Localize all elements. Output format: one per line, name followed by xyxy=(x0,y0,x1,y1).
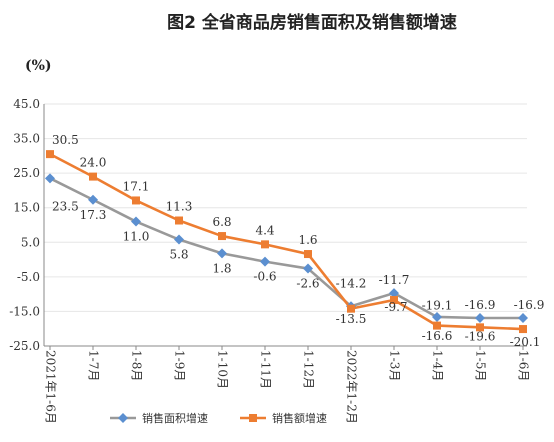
data-label-layer: 23.517.3 11.0 5.8 1.8 -0.6 -2.6 -13.5 -9.7 -16.6… xyxy=(52,133,544,349)
grid-layer xyxy=(44,103,527,312)
x-tick-label: 2022年1-2月 xyxy=(345,350,359,424)
chart-title: 图2 全省商品房销售面积及销售额增速 xyxy=(167,12,457,33)
y-tick-label: 45.0 xyxy=(13,97,40,111)
data-point-square xyxy=(476,323,484,332)
x-tick-label: 1-5月 xyxy=(474,350,488,381)
data-point-diamond xyxy=(432,311,442,322)
data-label-area: -13.5 xyxy=(336,312,367,326)
legend: 销售面积增速 销售额增速 xyxy=(110,411,327,425)
data-point-diamond xyxy=(88,194,98,205)
x-tick-label: 1-7月 xyxy=(87,350,101,381)
data-label-area: -0.6 xyxy=(253,270,276,284)
y-tick-label: 5.0 xyxy=(21,235,40,249)
x-tick-label: 1-8月 xyxy=(130,350,144,381)
data-label-area: 11.0 xyxy=(123,230,150,244)
data-point-square xyxy=(132,196,140,205)
data-point-diamond xyxy=(45,173,55,184)
legend-label-1: 销售面积增速 xyxy=(142,411,208,425)
y-tick-label: -25.0 xyxy=(9,339,40,353)
x-tick-label: 2021年1-6月 xyxy=(44,350,58,424)
data-point-diamond xyxy=(217,248,227,259)
data-point-square xyxy=(89,172,97,181)
legend-marker-square xyxy=(249,414,257,422)
x-tick-label: 1-10月 xyxy=(216,350,230,389)
data-label-sales: 17.1 xyxy=(123,179,150,193)
data-label-area: -16.9 xyxy=(465,298,496,312)
data-label-sales: 6.8 xyxy=(212,215,231,229)
data-point-square xyxy=(261,240,269,249)
data-label-area: -16.9 xyxy=(514,298,545,312)
data-point-diamond xyxy=(518,312,528,323)
x-tick-label: 1-3月 xyxy=(388,350,402,381)
y-tick-label: 25.0 xyxy=(13,166,40,180)
data-point-square xyxy=(46,150,54,159)
data-point-square xyxy=(390,296,398,305)
data-point-square xyxy=(433,321,441,330)
y-tick-label: -5.0 xyxy=(17,270,40,284)
axis-layer: 45.0 35.0 25.0 15.0 5.0 -5.0 -15.0 -25.0 2021年1-… xyxy=(9,97,530,424)
legend-label-2: 销售额增速 xyxy=(272,411,327,425)
y-tick-label: 15.0 xyxy=(13,201,40,215)
data-point-diamond xyxy=(389,288,399,299)
data-point-diamond xyxy=(131,216,141,227)
data-point-diamond xyxy=(303,263,313,274)
data-label-area: -2.6 xyxy=(296,277,319,291)
x-tick-label: 1-11月 xyxy=(259,350,273,389)
series-line-2 xyxy=(49,152,524,331)
data-label-sales: -19.1 xyxy=(422,299,453,313)
data-label-sales: 1.6 xyxy=(298,233,317,247)
data-point-square xyxy=(304,250,312,259)
data-label-sales: 11.3 xyxy=(166,200,193,214)
y-axis-unit-label: (%) xyxy=(25,58,52,74)
data-label-sales: -19.6 xyxy=(465,329,496,343)
y-tick-label: 35.0 xyxy=(13,132,40,146)
data-point-diamond xyxy=(260,256,270,267)
legend-marker-diamond xyxy=(118,413,128,423)
data-label-sales: -11.7 xyxy=(379,273,410,287)
data-label-area: 5.8 xyxy=(169,248,188,262)
data-label-sales: 4.4 xyxy=(255,223,274,237)
data-label-sales: -14.2 xyxy=(336,277,367,291)
data-label-area: 1.8 xyxy=(212,261,231,275)
x-tick-label: 1-6月 xyxy=(517,350,531,381)
data-label-sales: -20.1 xyxy=(510,335,541,349)
data-label-sales: 30.5 xyxy=(52,133,79,147)
data-label-area: 23.5 xyxy=(52,199,79,213)
data-point-square xyxy=(218,232,226,241)
data-label-area: 17.3 xyxy=(80,208,107,222)
series-layer xyxy=(45,150,528,334)
data-point-square xyxy=(347,304,355,313)
data-label-area: -9.7 xyxy=(384,300,407,314)
data-point-square xyxy=(519,325,527,334)
y-tick-label: -15.0 xyxy=(9,304,40,318)
x-tick-label: 1-9月 xyxy=(173,350,187,381)
x-tick-label: 1-12月 xyxy=(302,350,316,389)
x-tick-label: 1-4月 xyxy=(431,350,445,381)
data-point-diamond xyxy=(174,234,184,245)
data-label-sales: 24.0 xyxy=(80,156,107,170)
series-line-1 xyxy=(49,177,523,320)
data-label-area: -16.6 xyxy=(422,329,453,343)
data-point-diamond xyxy=(475,312,485,323)
data-point-square xyxy=(175,216,183,225)
